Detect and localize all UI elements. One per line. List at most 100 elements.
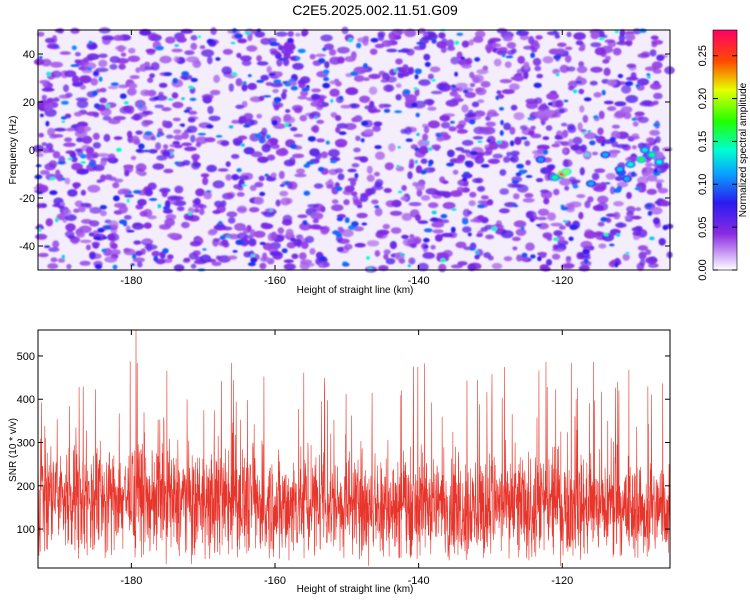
heatmap-cell — [535, 178, 544, 183]
heatmap-cell — [312, 226, 325, 230]
heatmap-cell — [110, 82, 119, 86]
heatmap-cell — [264, 173, 269, 177]
heatmap-cell — [442, 180, 449, 185]
heatmap-cell — [539, 189, 550, 194]
heatmap-cell — [260, 37, 271, 45]
heatmap-cell — [609, 151, 618, 158]
heatmap-cell — [331, 199, 339, 204]
heatmap-cell — [511, 180, 519, 184]
heatmap-cell — [278, 170, 285, 180]
heatmap-cell — [291, 253, 299, 260]
heatmap-cell — [555, 136, 564, 140]
heatmap-cell — [113, 35, 124, 41]
heatmap-cell — [290, 126, 298, 132]
heatmap-cell — [174, 44, 180, 47]
heatmap-cell — [341, 229, 354, 238]
heatmap-cell — [359, 194, 369, 202]
heatmap-cell — [533, 216, 539, 220]
heatmap-cell — [414, 74, 419, 80]
heatmap-cell — [262, 252, 268, 261]
heatmap-cell — [156, 155, 168, 161]
heatmap-cell — [397, 49, 403, 53]
heatmap-cell — [245, 31, 251, 35]
heatmap-cell — [147, 182, 157, 190]
heatmap-cell — [88, 40, 93, 45]
heatmap-cell — [554, 34, 560, 39]
heatmap-cell — [189, 240, 202, 247]
heatmap-cell — [539, 103, 546, 113]
heatmap-cell — [437, 252, 450, 260]
heatmap-cell — [410, 243, 417, 249]
heatmap-cell — [118, 205, 128, 214]
heatmap-cell — [607, 40, 617, 48]
heatmap-cell — [469, 247, 476, 251]
heatmap-cell — [183, 109, 190, 113]
heatmap-cell — [436, 83, 446, 90]
heatmap-cell — [403, 89, 411, 95]
heatmap-cell — [662, 224, 669, 231]
heatmap-cell — [53, 97, 60, 102]
colorbar-tick-label: 0.15 — [697, 131, 709, 152]
heatmap-cell — [41, 94, 47, 101]
heatmap-cell — [299, 114, 308, 122]
heatmap-cell — [447, 46, 456, 51]
heatmap-cell — [181, 97, 185, 100]
heatmap-cell — [547, 212, 556, 221]
heatmap-cell — [265, 134, 271, 140]
heatmap-cell — [646, 137, 655, 144]
heatmap-cell — [322, 69, 330, 75]
heatmap-cell — [537, 216, 547, 221]
heatmap-cell — [350, 71, 359, 76]
heatmap-cell — [218, 221, 223, 225]
heatmap-cell — [510, 104, 518, 111]
heatmap-cell — [99, 205, 107, 210]
heatmap-cell — [637, 78, 650, 86]
heatmap-cell — [276, 58, 283, 67]
snr-ylabel: SNR (10 * v/v) — [8, 418, 19, 482]
heatmap-cell — [374, 250, 381, 257]
heatmap-cell — [417, 220, 429, 225]
heatmap-cell — [351, 117, 359, 123]
heatmap-cell — [164, 222, 171, 229]
heatmap-cell — [236, 168, 242, 173]
heatmap-cell — [35, 225, 45, 230]
heatmap-cell — [260, 74, 270, 81]
heatmap-cell — [355, 135, 361, 141]
heatmap-cell — [173, 56, 180, 63]
heatmap-cell — [60, 177, 66, 181]
heatmap-cell — [305, 235, 315, 244]
heatmap-cell — [98, 59, 108, 68]
heatmap-cell — [71, 45, 77, 51]
heatmap-cell — [270, 143, 280, 149]
heatmap-cell — [499, 79, 513, 84]
heatmap-cell — [205, 190, 212, 193]
heatmap-cell — [396, 165, 400, 168]
heatmap-cell — [356, 212, 368, 219]
heatmap-cell — [201, 49, 215, 57]
heatmap-cell — [616, 185, 623, 191]
snr-xtick-label: -140 — [408, 575, 430, 587]
heatmap-cell — [325, 140, 330, 145]
heatmap-cell — [176, 206, 185, 212]
heatmap-cell — [117, 45, 125, 53]
heatmap-cell — [564, 54, 572, 63]
heatmap-cell — [401, 234, 409, 239]
heatmap-cell — [461, 40, 470, 48]
heatmap-cell — [378, 265, 389, 271]
heatmap-cell — [560, 141, 570, 147]
heatmap-cell — [431, 78, 436, 82]
heatmap-cell — [248, 238, 257, 247]
heatmap-cell — [507, 50, 515, 56]
heatmap-cell — [124, 194, 134, 198]
heatmap-cell — [450, 226, 456, 233]
heatmap-cell — [517, 55, 526, 64]
heatmap-cell — [227, 217, 236, 224]
heatmap-cell — [96, 179, 103, 183]
heatmap-cell — [408, 158, 415, 168]
heatmap-cell — [455, 147, 465, 151]
heatmap-cell — [148, 149, 158, 154]
heatmap-cell — [505, 55, 514, 59]
heatmap-cell — [632, 231, 642, 237]
heatmap-cell — [221, 239, 229, 247]
heatmap-cell — [340, 104, 352, 109]
